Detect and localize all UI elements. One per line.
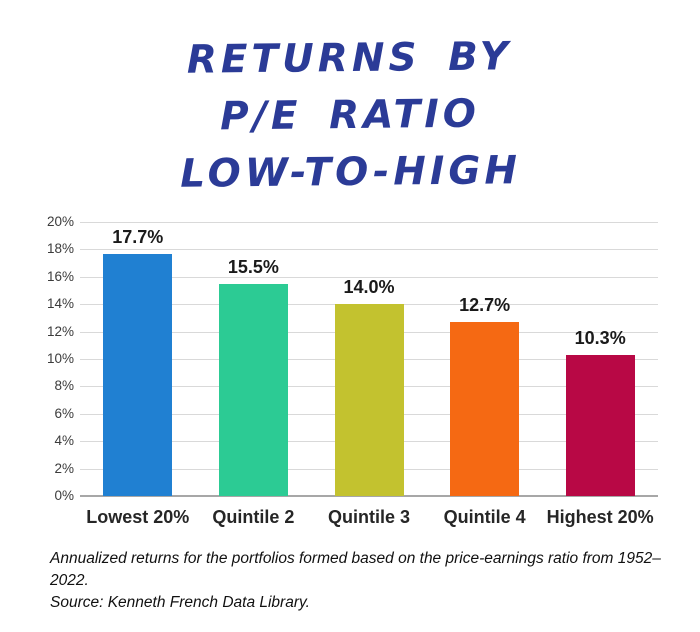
bar-value-label: 10.3% — [574, 327, 626, 348]
y-tick-label: 18% — [46, 241, 74, 257]
title-line-2: P/E RATIO — [219, 91, 481, 140]
bar-value-label: 14.0% — [343, 277, 395, 298]
bar-value-label: 12.7% — [459, 295, 511, 315]
bar-chart: 0% 2% 4% 6% 8% 10% 12% 14% 16% 18% 20% 17.7% Lowest … — [40, 208, 690, 543]
x-category-label: Quintile 3 — [327, 507, 410, 527]
x-category-label: Quintile 2 — [212, 507, 295, 527]
footnote-line-1: Annualized returns for the portfolios fo… — [50, 550, 661, 589]
y-tick-label: 20% — [46, 214, 74, 229]
bar-lowest-20- — [103, 253, 173, 496]
bar-quintile-3 — [334, 304, 404, 496]
footnote-line-2: Source: Kenneth French Data Library. — [50, 594, 310, 611]
y-tick-label: 12% — [46, 323, 74, 339]
y-tick-label: 14% — [46, 296, 74, 312]
y-tick-label: 4% — [54, 433, 74, 449]
y-tick-label: 6% — [54, 405, 74, 421]
gridline — [80, 249, 658, 251]
y-tick-label: 16% — [46, 268, 74, 284]
bar-value-label: 17.7% — [112, 226, 164, 247]
footnote: Annualized returns for the portfolios fo… — [50, 548, 680, 614]
gridline — [80, 222, 658, 223]
y-tick-label: 0% — [54, 488, 74, 503]
x-axis-line — [80, 495, 658, 497]
y-tick-label: 10% — [46, 351, 74, 366]
x-category-label: Highest 20% — [546, 507, 654, 527]
title-line-1: RETURNS BY — [186, 34, 513, 83]
bar-quintile-2 — [218, 283, 288, 496]
chart-title: RETURNS BY P/E RATIO LOW-TO-HIGH — [0, 26, 700, 204]
x-category-label: Quintile 4 — [443, 507, 526, 527]
y-tick-label: 2% — [54, 460, 74, 476]
y-tick-label: 8% — [54, 378, 74, 394]
gridline — [80, 276, 658, 278]
bar-value-label: 15.5% — [227, 256, 279, 277]
bar-highest-20- — [565, 354, 635, 496]
title-line-3: LOW-TO-HIGH — [179, 148, 522, 197]
x-category-label: Lowest 20% — [86, 507, 190, 527]
bar-quintile-4 — [450, 322, 520, 496]
